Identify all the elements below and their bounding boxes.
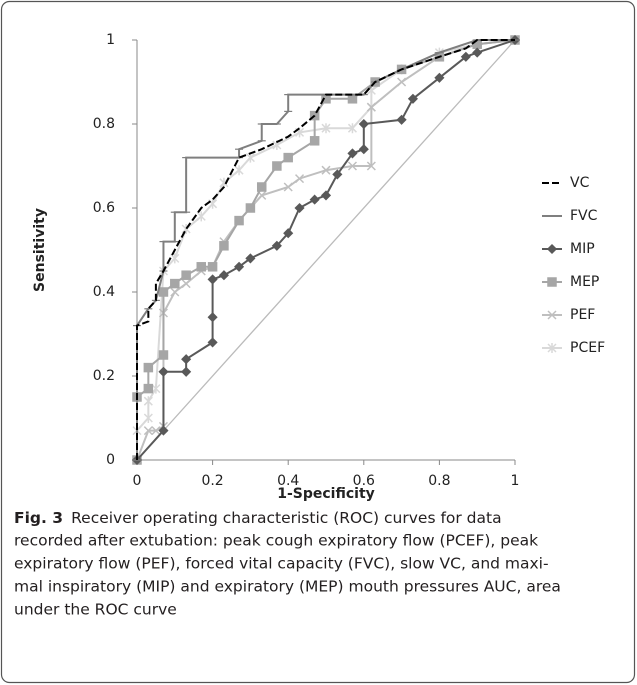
x-tick-label: 0 bbox=[133, 473, 142, 489]
x-tick-label: 0.4 bbox=[277, 473, 299, 489]
point bbox=[219, 241, 229, 251]
point bbox=[170, 278, 180, 289]
point bbox=[321, 165, 331, 175]
point bbox=[196, 262, 207, 272]
point bbox=[309, 136, 320, 146]
x-axis-label: 1-Specificity bbox=[277, 486, 375, 502]
point bbox=[234, 215, 244, 226]
point bbox=[218, 270, 230, 281]
legend-label: PEF bbox=[570, 307, 595, 323]
point bbox=[309, 194, 320, 205]
point bbox=[151, 426, 161, 436]
point bbox=[196, 211, 206, 222]
point bbox=[547, 343, 557, 353]
y-axis-label: Sensitivity bbox=[32, 208, 48, 292]
y-tick-label: 1 bbox=[106, 32, 115, 48]
point bbox=[143, 413, 153, 423]
point bbox=[207, 337, 218, 348]
series-line bbox=[136, 39, 516, 461]
point bbox=[347, 161, 357, 171]
point bbox=[294, 202, 305, 214]
point bbox=[272, 161, 282, 171]
caption-label: Fig. 3 bbox=[14, 509, 63, 527]
point bbox=[283, 182, 293, 192]
point bbox=[181, 354, 192, 365]
point bbox=[143, 396, 153, 407]
point bbox=[396, 114, 407, 125]
point bbox=[245, 253, 256, 264]
point bbox=[207, 262, 218, 272]
legend-label: MEP bbox=[570, 274, 599, 290]
point bbox=[332, 169, 343, 180]
point bbox=[547, 277, 557, 287]
point bbox=[170, 253, 180, 264]
caption-line: under the ROC curve bbox=[14, 601, 177, 619]
point bbox=[181, 279, 191, 289]
point bbox=[347, 148, 358, 159]
point bbox=[143, 426, 153, 436]
point bbox=[347, 94, 358, 104]
point bbox=[546, 243, 558, 255]
y-tick-label: 0 bbox=[106, 452, 115, 468]
point bbox=[256, 182, 267, 192]
legend-label: MIP bbox=[570, 241, 595, 257]
y-tick-label: 0.2 bbox=[93, 368, 115, 384]
point bbox=[321, 123, 331, 134]
point bbox=[283, 152, 293, 163]
y-tick-label: 0.6 bbox=[93, 200, 115, 216]
point bbox=[295, 174, 305, 184]
point bbox=[271, 240, 282, 251]
point bbox=[207, 274, 218, 285]
point bbox=[207, 312, 218, 323]
y-tick-label: 0.4 bbox=[93, 284, 115, 300]
point bbox=[143, 362, 154, 373]
caption-line: recorded after extubation: peak cough ex… bbox=[14, 532, 538, 550]
point bbox=[158, 425, 169, 436]
point bbox=[407, 93, 419, 104]
point bbox=[170, 287, 180, 297]
x-tick-label: 0.6 bbox=[353, 473, 375, 489]
series-line bbox=[136, 39, 515, 460]
point bbox=[320, 190, 332, 201]
point bbox=[547, 310, 557, 320]
y-tick-label: 0.8 bbox=[93, 116, 115, 132]
caption-line: mal inspiratory (MIP) and expiratory (ME… bbox=[14, 578, 561, 596]
legend-label: VC bbox=[570, 175, 590, 191]
point bbox=[234, 165, 244, 176]
point bbox=[158, 287, 169, 297]
reference-diagonal bbox=[136, 39, 516, 461]
caption-line: Receiver operating characteristic (ROC) … bbox=[71, 509, 502, 527]
caption-line: expiratory flow (PEF), forced vital capa… bbox=[14, 555, 549, 573]
point bbox=[397, 77, 407, 87]
point bbox=[181, 366, 192, 377]
point bbox=[434, 72, 445, 83]
point bbox=[358, 144, 369, 155]
x-tick-label: 1 bbox=[511, 473, 520, 489]
point bbox=[143, 383, 154, 394]
legend-label: FVC bbox=[570, 208, 598, 224]
point bbox=[158, 350, 169, 360]
point bbox=[347, 123, 357, 134]
point bbox=[358, 118, 369, 130]
point bbox=[233, 261, 245, 272]
point bbox=[208, 198, 218, 209]
legend-label: PCEF bbox=[570, 340, 605, 356]
x-tick-label: 0.2 bbox=[201, 473, 223, 489]
point bbox=[366, 161, 376, 171]
point bbox=[472, 47, 483, 58]
point bbox=[283, 228, 294, 239]
point bbox=[245, 203, 256, 213]
point bbox=[158, 366, 169, 377]
caption-first-line: Fig. 3 Receiver operating characteristic … bbox=[14, 509, 502, 527]
point bbox=[366, 102, 376, 112]
point bbox=[181, 270, 191, 280]
point bbox=[151, 383, 161, 394]
x-tick-label: 0.8 bbox=[428, 473, 450, 489]
point bbox=[460, 51, 471, 62]
